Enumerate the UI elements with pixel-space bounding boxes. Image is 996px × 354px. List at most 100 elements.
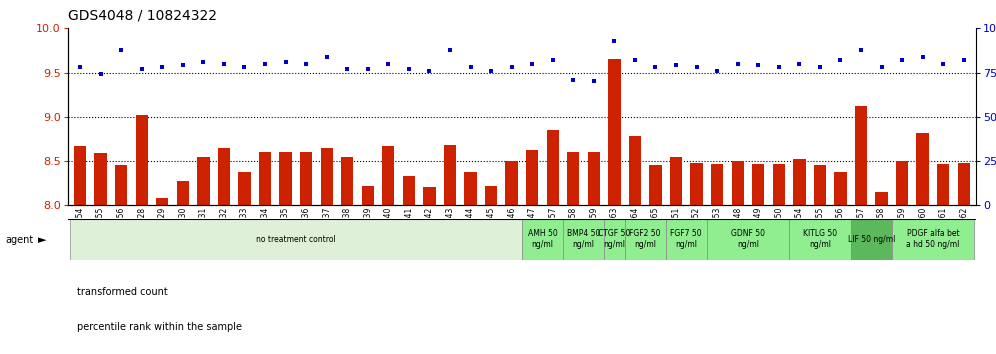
- Bar: [218, 148, 230, 205]
- Point: [873, 64, 889, 70]
- Point: [340, 66, 356, 72]
- Bar: [896, 161, 908, 205]
- Point: [668, 63, 684, 68]
- Bar: [789, 219, 851, 260]
- Point: [956, 57, 972, 63]
- Bar: [197, 156, 209, 205]
- Point: [566, 77, 582, 82]
- Point: [133, 66, 149, 72]
- Bar: [135, 115, 147, 205]
- Bar: [70, 219, 522, 260]
- Point: [504, 64, 520, 70]
- Point: [709, 68, 725, 74]
- Bar: [382, 146, 394, 205]
- Text: GDNF 50
ng/ml: GDNF 50 ng/ml: [731, 229, 765, 249]
- Bar: [711, 164, 723, 205]
- Bar: [95, 153, 107, 205]
- Point: [175, 63, 191, 68]
- Bar: [609, 59, 621, 205]
- Point: [812, 64, 828, 70]
- Point: [894, 57, 910, 63]
- Point: [154, 64, 170, 70]
- Bar: [670, 156, 682, 205]
- Bar: [588, 152, 600, 205]
- Bar: [624, 219, 665, 260]
- Bar: [115, 166, 127, 205]
- Point: [195, 59, 211, 65]
- Point: [935, 61, 951, 67]
- Bar: [522, 219, 563, 260]
- Point: [792, 61, 808, 67]
- Bar: [835, 172, 847, 205]
- Point: [114, 47, 129, 52]
- Bar: [690, 163, 703, 205]
- Bar: [362, 186, 374, 205]
- Text: no treatment control: no treatment control: [256, 234, 336, 244]
- Bar: [563, 219, 605, 260]
- Point: [93, 72, 109, 77]
- Point: [626, 57, 642, 63]
- Text: percentile rank within the sample: percentile rank within the sample: [77, 322, 242, 332]
- Bar: [341, 156, 354, 205]
- Point: [914, 54, 930, 59]
- Text: transformed count: transformed count: [77, 287, 167, 297]
- Text: agent: agent: [5, 235, 33, 245]
- Point: [360, 66, 375, 72]
- Bar: [567, 152, 580, 205]
- Text: PDGF alfa bet
a hd 50 ng/ml: PDGF alfa bet a hd 50 ng/ml: [906, 229, 959, 249]
- Bar: [259, 152, 271, 205]
- Bar: [707, 219, 789, 260]
- Bar: [464, 172, 477, 205]
- Point: [278, 59, 294, 65]
- Text: LIF 50 ng/ml: LIF 50 ng/ml: [848, 234, 895, 244]
- Bar: [300, 152, 313, 205]
- Bar: [444, 145, 456, 205]
- Bar: [731, 161, 744, 205]
- Point: [688, 64, 704, 70]
- Bar: [957, 163, 970, 205]
- Point: [853, 47, 869, 52]
- Bar: [916, 133, 929, 205]
- Bar: [423, 187, 435, 205]
- Bar: [649, 166, 661, 205]
- Text: CTGF 50
ng/ml: CTGF 50 ng/ml: [599, 229, 630, 249]
- Point: [380, 61, 396, 67]
- Point: [647, 64, 663, 70]
- Bar: [891, 219, 974, 260]
- Point: [442, 47, 458, 52]
- Bar: [851, 219, 891, 260]
- Text: BMP4 50
ng/ml: BMP4 50 ng/ml: [567, 229, 601, 249]
- Bar: [605, 219, 624, 260]
- Bar: [855, 106, 868, 205]
- Point: [833, 57, 849, 63]
- Point: [524, 61, 540, 67]
- Bar: [402, 176, 415, 205]
- Bar: [74, 146, 87, 205]
- Point: [545, 57, 561, 63]
- Text: GDS4048 / 10824322: GDS4048 / 10824322: [68, 9, 217, 23]
- Point: [483, 68, 499, 74]
- Point: [586, 79, 602, 84]
- Point: [236, 64, 252, 70]
- Bar: [875, 192, 887, 205]
- Bar: [547, 130, 559, 205]
- Point: [216, 61, 232, 67]
- Text: FGF7 50
ng/ml: FGF7 50 ng/ml: [670, 229, 702, 249]
- Text: ►: ►: [38, 235, 47, 245]
- Bar: [628, 136, 641, 205]
- Point: [750, 63, 766, 68]
- Point: [421, 68, 437, 74]
- Point: [462, 64, 478, 70]
- Bar: [814, 166, 826, 205]
- Point: [319, 54, 335, 59]
- Point: [257, 61, 273, 67]
- Point: [401, 66, 417, 72]
- Bar: [752, 164, 764, 205]
- Bar: [937, 164, 949, 205]
- Bar: [505, 161, 518, 205]
- Bar: [665, 219, 707, 260]
- Bar: [156, 198, 168, 205]
- Point: [771, 64, 787, 70]
- Point: [607, 38, 622, 44]
- Bar: [526, 150, 539, 205]
